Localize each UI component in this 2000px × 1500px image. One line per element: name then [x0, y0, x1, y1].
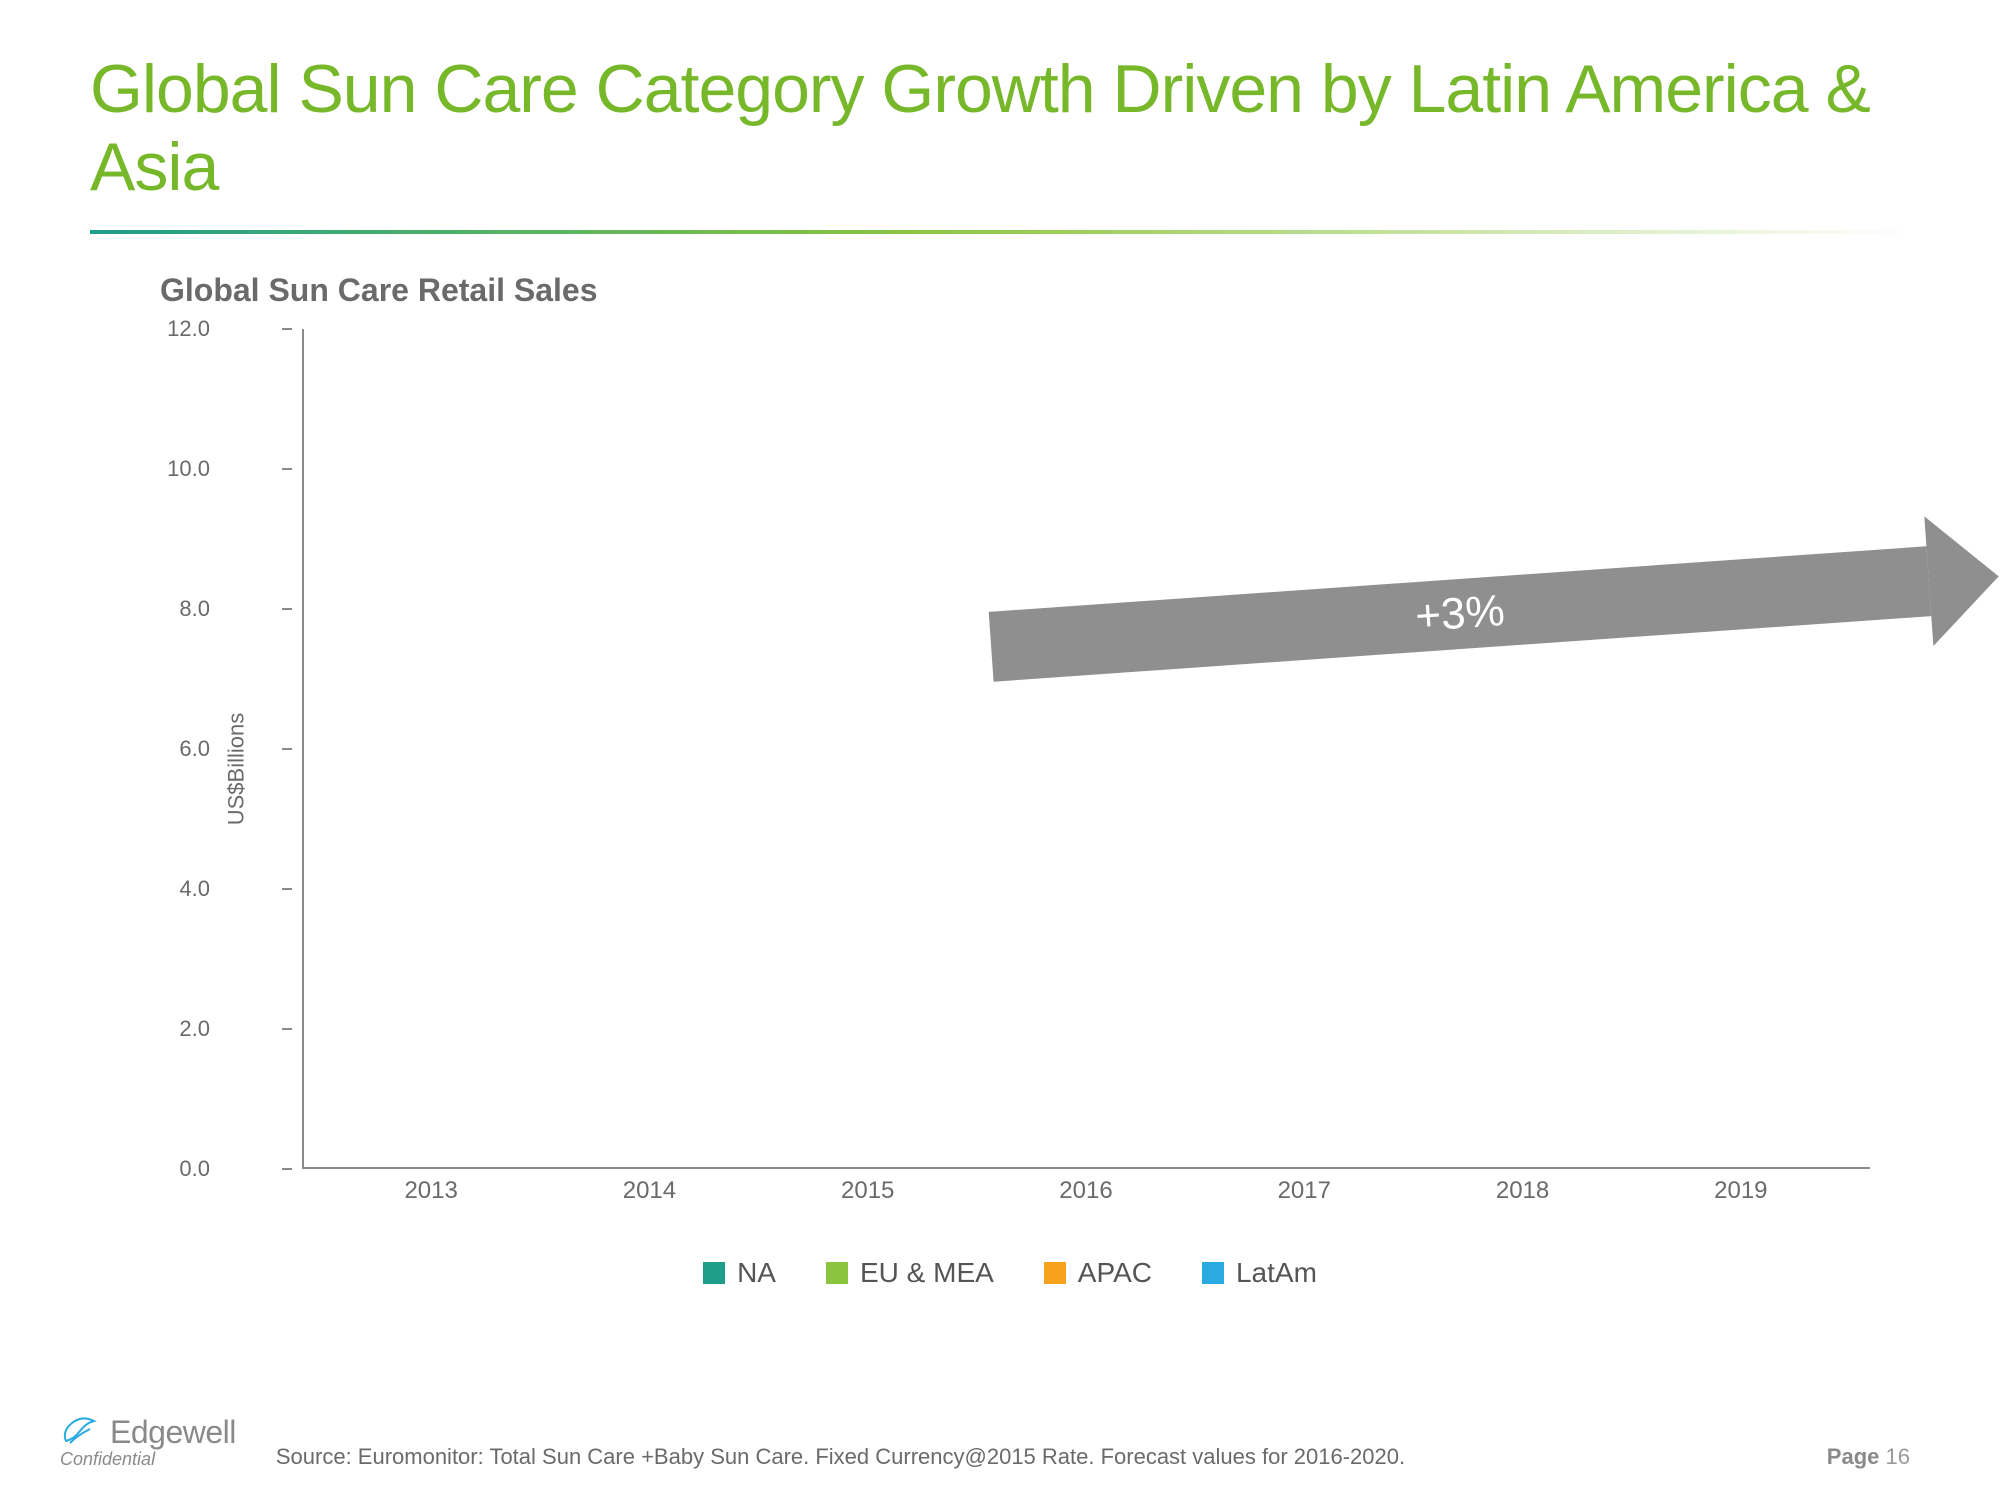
legend-item-eu_mea: EU & MEA	[826, 1257, 994, 1289]
footer: Edgewell Confidential Source: Euromonito…	[60, 1413, 1910, 1470]
page-label: Page	[1827, 1444, 1880, 1469]
y-tick-label: 6.0	[179, 736, 210, 762]
legend-swatch	[1044, 1262, 1066, 1284]
legend-label: LatAm	[1236, 1257, 1317, 1289]
confidential-label: Confidential	[60, 1449, 236, 1470]
legend-item-latam: LatAm	[1202, 1257, 1317, 1289]
y-tick-label: 4.0	[179, 876, 210, 902]
logo-text: Edgewell	[110, 1414, 236, 1451]
chart-block: Global Sun Care Retail Sales US$Billions…	[150, 272, 1870, 1289]
y-tick	[282, 888, 292, 890]
legend-item-na: NA	[703, 1257, 776, 1289]
chart-title: Global Sun Care Retail Sales	[160, 272, 1870, 309]
x-tick-labels: 2013 2014 2015 2016 2017 2018 2019	[302, 1169, 1870, 1209]
page-number: Page 16	[1827, 1444, 1910, 1470]
growth-arrow-head	[1924, 512, 2000, 647]
chart-area: US$Billions 0.02.04.06.08.010.012.0 2013…	[230, 329, 1870, 1209]
legend: NA EU & MEA APAC LatAm	[150, 1257, 1870, 1289]
y-tick-label: 0.0	[179, 1156, 210, 1182]
x-tick-label: 2013	[347, 1169, 515, 1209]
legend-label: APAC	[1078, 1257, 1152, 1289]
y-tick-label: 12.0	[167, 316, 210, 342]
slide-title: Global Sun Care Category Growth Driven b…	[90, 50, 1910, 206]
legend-label: NA	[737, 1257, 776, 1289]
plot-area	[302, 329, 1870, 1169]
legend-swatch	[703, 1262, 725, 1284]
y-tick	[282, 328, 292, 330]
legend-swatch	[1202, 1262, 1224, 1284]
x-tick-label: 2018	[1439, 1169, 1607, 1209]
y-tick-label: 8.0	[179, 596, 210, 622]
title-underline	[90, 230, 1910, 234]
y-tick	[282, 748, 292, 750]
edgewell-logo-icon	[60, 1413, 100, 1451]
x-tick-label: 2015	[784, 1169, 952, 1209]
x-tick-label: 2014	[565, 1169, 733, 1209]
legend-label: EU & MEA	[860, 1257, 994, 1289]
bars-container	[304, 329, 1870, 1167]
x-tick-label: 2016	[1002, 1169, 1170, 1209]
logo-block: Edgewell Confidential	[60, 1413, 236, 1470]
y-tick	[282, 1028, 292, 1030]
y-tick-labels: 0.02.04.06.08.010.012.0	[220, 329, 280, 1169]
y-tick-label: 2.0	[179, 1016, 210, 1042]
y-tick	[282, 608, 292, 610]
legend-swatch	[826, 1262, 848, 1284]
x-tick-label: 2019	[1657, 1169, 1825, 1209]
source-text: Source: Euromonitor: Total Sun Care +Bab…	[276, 1444, 1827, 1470]
x-tick-label: 2017	[1220, 1169, 1388, 1209]
y-tick-label: 10.0	[167, 456, 210, 482]
y-tick	[282, 1168, 292, 1170]
y-tick	[282, 468, 292, 470]
page-number-value: 16	[1886, 1444, 1910, 1469]
slide: Global Sun Care Category Growth Driven b…	[0, 0, 2000, 1500]
legend-item-apac: APAC	[1044, 1257, 1152, 1289]
